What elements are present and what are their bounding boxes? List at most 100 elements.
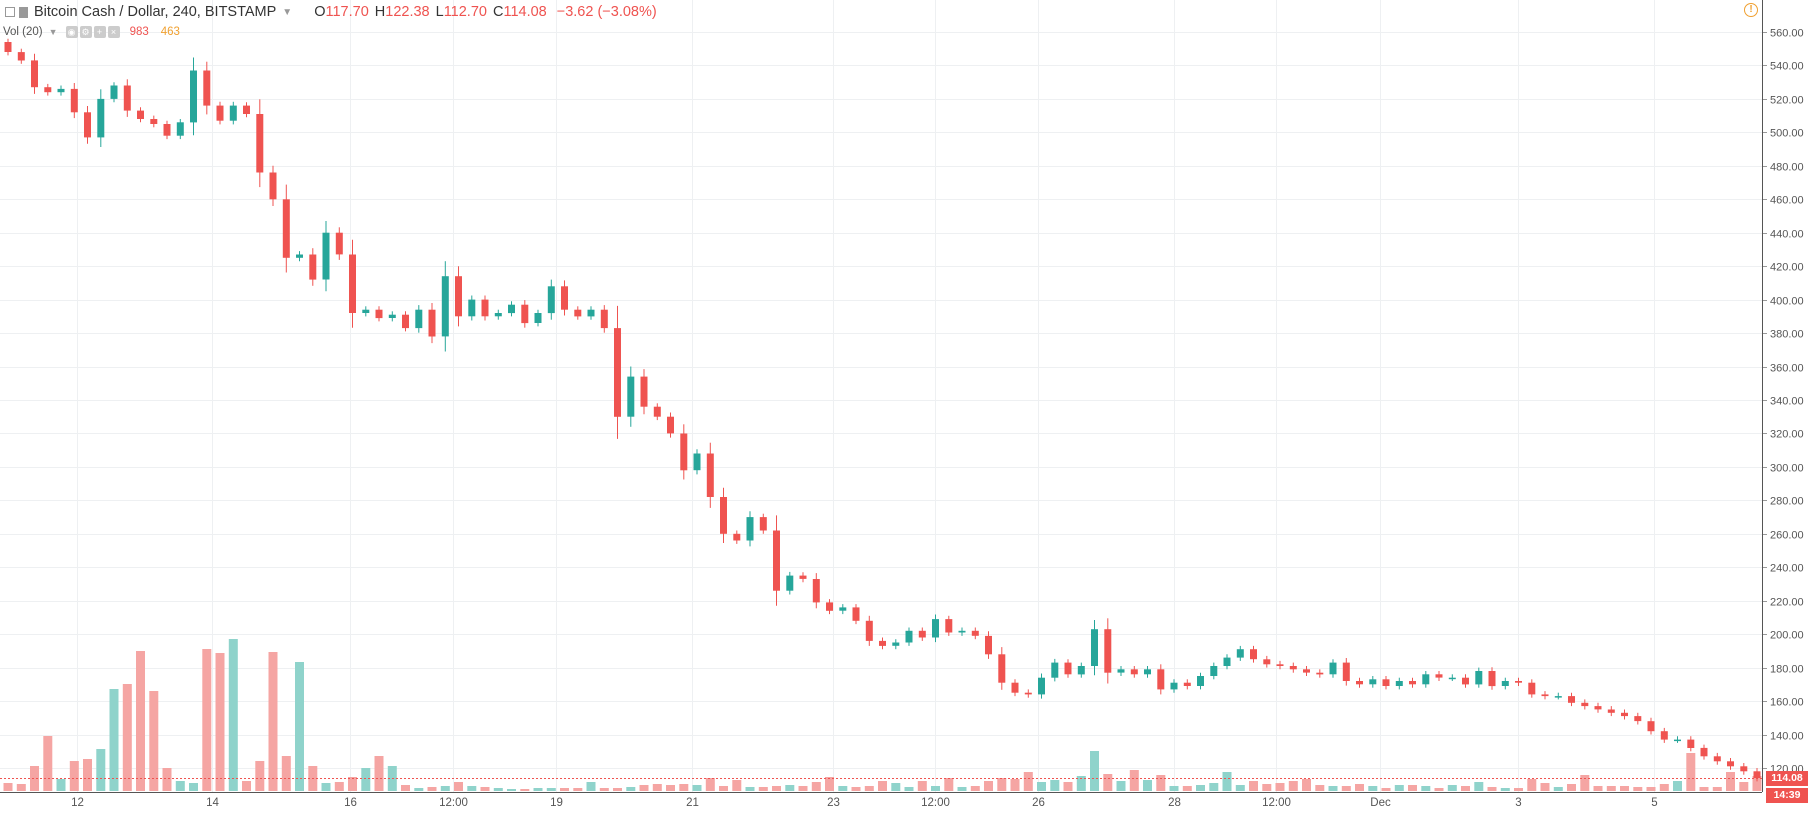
candle-body <box>627 376 635 417</box>
price-tick-label: 280.00 <box>1770 496 1804 508</box>
candle-body <box>322 232 330 280</box>
time-tick-label: 16 <box>344 797 357 809</box>
price-tick-label: 460.00 <box>1770 195 1804 207</box>
candle-body <box>1568 696 1575 703</box>
candle-body <box>746 517 754 541</box>
symbol-title[interactable]: Bitcoin Cash / Dollar, 240, BITSTAMP <box>34 4 277 20</box>
candle-body <box>1488 671 1496 687</box>
time-tick-label: 12:00 <box>439 797 468 809</box>
candle-body <box>1183 682 1191 686</box>
close-key: C <box>492 4 504 20</box>
volume-bar <box>1063 782 1073 791</box>
candle-body <box>574 309 582 317</box>
volume-bar <box>467 786 477 791</box>
volume-bar <box>281 756 291 791</box>
volume-bar <box>984 781 993 791</box>
candle-body <box>1727 761 1734 767</box>
volume-bar <box>136 651 145 791</box>
candle-body <box>203 70 211 106</box>
volume-bar <box>1182 786 1192 791</box>
candle-body <box>865 620 873 641</box>
volume-bar <box>1447 785 1457 791</box>
candle-body <box>614 328 621 417</box>
collapse-toggle-icon[interactable] <box>5 7 15 17</box>
volume-bar <box>1381 788 1391 791</box>
candle-body <box>1687 739 1695 748</box>
volume-bar <box>785 785 795 791</box>
volume-bar <box>1606 786 1616 791</box>
candle-body <box>163 124 171 136</box>
candle-body <box>1647 721 1655 732</box>
volume-bar <box>1302 779 1311 791</box>
volume-ma-value: 463 <box>160 26 180 38</box>
candle-body <box>97 98 105 138</box>
volume-bar <box>348 777 357 791</box>
settings-icon[interactable]: ⚙ <box>79 26 92 38</box>
price-tick-label: 420.00 <box>1770 262 1804 274</box>
volume-bar <box>255 761 265 791</box>
price-tick-label: 300.00 <box>1770 463 1804 475</box>
volume-bar <box>679 784 689 791</box>
candle-body <box>176 122 184 136</box>
volume-bar <box>1037 782 1046 791</box>
chart-legend-header: Bitcoin Cash / Dollar, 240, BITSTAMP ▼ O… <box>0 0 657 24</box>
volume-bar <box>997 778 1007 791</box>
volume-bar <box>228 639 238 791</box>
candle-body <box>1289 666 1297 670</box>
candle-body <box>1515 681 1522 683</box>
volume-bar <box>414 788 424 791</box>
candle-body <box>269 172 277 200</box>
candle-body <box>1634 716 1642 722</box>
volume-bar <box>175 781 185 791</box>
close-icon[interactable]: × <box>107 26 120 38</box>
candle-body <box>1554 696 1562 698</box>
volume-bar <box>560 788 569 791</box>
time-tick-label: 3 <box>1515 797 1521 809</box>
volume-bar <box>613 788 622 791</box>
candle-body <box>905 630 913 643</box>
candle-body <box>1104 629 1112 673</box>
candle-body <box>1369 679 1377 685</box>
candle-body <box>1024 692 1032 695</box>
open-key: O <box>314 4 326 20</box>
volume-bar <box>1315 785 1325 791</box>
candle-body <box>971 630 979 636</box>
candle-body <box>1038 677 1045 695</box>
price-tick-label: 560.00 <box>1770 28 1804 40</box>
candle-body <box>1197 676 1204 686</box>
volume-bar <box>758 787 768 791</box>
warning-icon[interactable]: ! <box>1744 3 1758 17</box>
candle-body <box>773 530 780 591</box>
price-tick-label: 140.00 <box>1770 731 1804 743</box>
volume-bar <box>586 782 596 791</box>
volume-bar <box>599 788 609 791</box>
candle-body <box>70 88 78 113</box>
candle-body <box>839 607 847 611</box>
volume-bar <box>1540 783 1550 791</box>
volume-legend: Vol (20) ▼ ◉ ⚙ + × 983 463 <box>0 24 180 40</box>
volume-bar <box>1726 772 1735 791</box>
volume-bar <box>1090 751 1099 791</box>
high-key: H <box>374 4 386 20</box>
candle-body <box>1541 694 1549 697</box>
candle-body <box>1316 672 1324 675</box>
candle-body <box>1091 629 1098 666</box>
volume-bar <box>374 756 384 791</box>
add-icon[interactable]: + <box>93 26 106 38</box>
candle-body <box>1210 666 1218 676</box>
time-tick-label: 21 <box>686 797 699 809</box>
candle-body <box>1263 659 1271 665</box>
candle-body <box>759 517 767 531</box>
eye-icon[interactable]: ◉ <box>65 26 78 38</box>
volume-bar <box>1368 786 1378 791</box>
chevron-down-icon[interactable]: ▼ <box>48 27 58 37</box>
volume-bar <box>1288 781 1298 791</box>
volume-bar <box>401 785 410 791</box>
volume-bar <box>202 649 212 791</box>
volume-label[interactable]: Vol (20) <box>3 26 43 38</box>
volume-bar <box>1739 782 1749 791</box>
volume-bar <box>1169 786 1179 791</box>
chevron-down-icon[interactable]: ▼ <box>282 6 293 18</box>
